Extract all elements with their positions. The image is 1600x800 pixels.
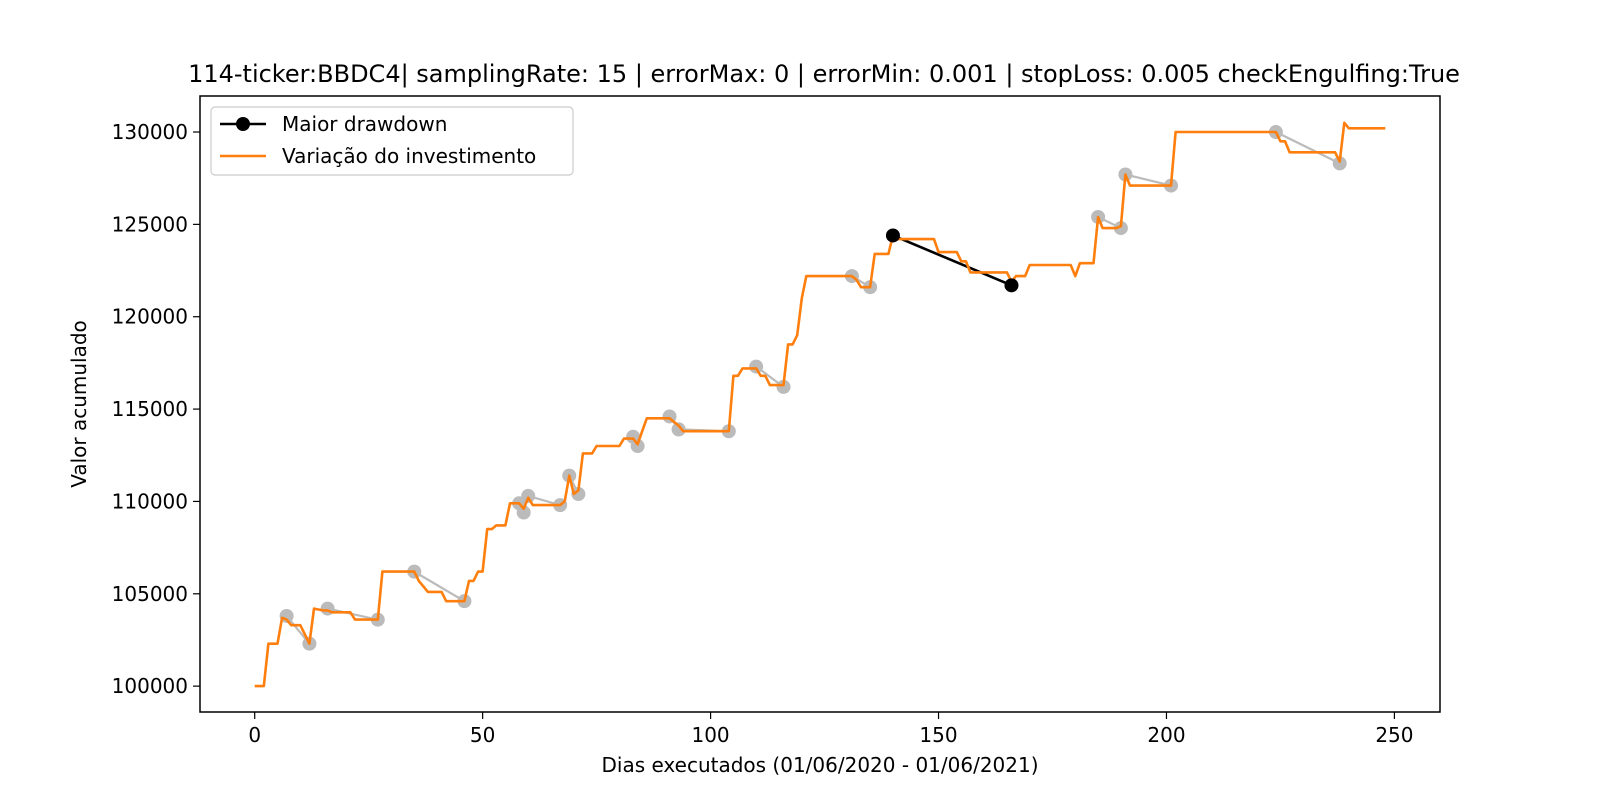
plot-frame — [199, 95, 1441, 713]
drawdown-point-6-1 — [630, 439, 645, 454]
y-tick-label-6: 130000 — [112, 120, 188, 144]
x-tick-label-5: 250 — [1375, 723, 1413, 747]
y-tick-label-3: 115000 — [112, 397, 188, 421]
chart-title: 114-ticker:BBDC4| samplingRate: 15 | err… — [188, 60, 1460, 88]
drawdown-point-8-0 — [671, 422, 686, 437]
max-drawdown-point-0 — [885, 228, 900, 243]
drawdown-point-13-1 — [1332, 156, 1347, 171]
drawdown-segment-13 — [1275, 131, 1341, 165]
x-tick-label-0: 0 — [248, 723, 261, 747]
y-tick-label-1: 105000 — [112, 582, 188, 606]
legend-marker-maior-drawdown — [236, 117, 250, 131]
legend-box — [210, 106, 574, 176]
legend: Maior drawdown Variação do investimento — [210, 106, 574, 176]
x-tick-label-1: 50 — [470, 723, 495, 747]
drawdown-point-5-1 — [571, 487, 586, 502]
x-axis-label: Dias executados (01/06/2020 - 01/06/2021… — [601, 753, 1038, 777]
drawdown-segment-12 — [1125, 173, 1172, 187]
x-tick-label-4: 200 — [1147, 723, 1185, 747]
drawdown-point-3-1 — [516, 505, 531, 520]
x-tick-label-3: 150 — [919, 723, 957, 747]
max-drawdown-line — [892, 234, 1012, 287]
y-tick-label-5: 125000 — [112, 212, 188, 236]
legend-label-variacao: Variação do investimento — [282, 144, 536, 168]
drawdown-point-9-0 — [749, 359, 764, 374]
drawdown-point-11-1 — [1113, 221, 1128, 236]
max-drawdown-point-1 — [1004, 278, 1019, 293]
legend-label-maior-drawdown: Maior drawdown — [282, 112, 447, 136]
x-tick-label-2: 100 — [691, 723, 729, 747]
series-line-variacao — [254, 121, 1386, 688]
drawdown-point-9-1 — [776, 379, 791, 394]
y-tick-label-0: 100000 — [112, 674, 188, 698]
y-tick-label-4: 120000 — [112, 305, 188, 329]
drawdown-point-4-0 — [521, 488, 536, 503]
y-axis-label: Valor acumulado — [67, 320, 91, 488]
drawdown-segment-2 — [413, 570, 465, 603]
y-tick-label-2: 110000 — [112, 489, 188, 513]
